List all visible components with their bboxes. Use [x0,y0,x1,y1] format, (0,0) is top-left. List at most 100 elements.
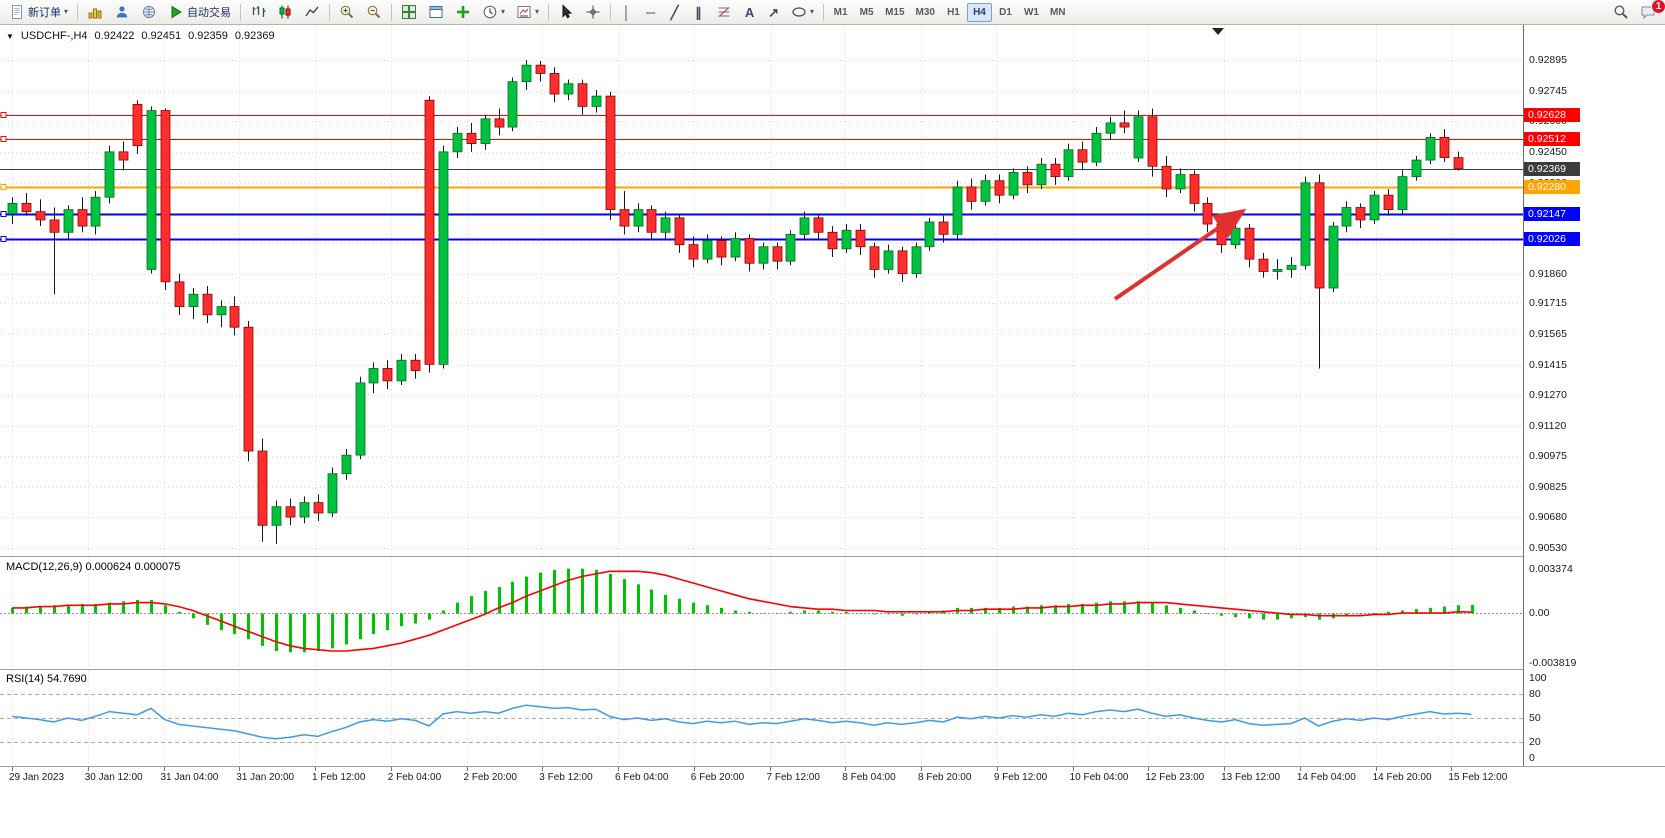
new-order-label: 新订单 [28,7,61,19]
horizontal-line-icon: ─ [645,4,656,20]
timeframe-button-H4[interactable]: H4 [966,2,992,22]
time-axis-tick [997,767,998,771]
time-axis-label: 9 Feb 12:00 [993,772,1048,783]
ohlc-open: 0.92422 [94,30,135,42]
one-click-trading-collapse-icon[interactable]: ▼ [6,31,14,41]
price-tick-label: 0.90680 [1529,511,1567,524]
arrows-button[interactable]: ↗ [762,2,785,23]
time-axis-tick [1376,767,1377,771]
time-axis-label: 2 Feb 20:00 [463,772,517,783]
indicators-button[interactable] [450,2,476,23]
chart-shift-marker[interactable] [1212,28,1224,35]
panel-separator-macd[interactable] [0,556,1665,557]
time-axis-label: 30 Jan 12:00 [84,772,143,783]
crosshair-button[interactable] [580,2,606,23]
zoom-in-button[interactable] [334,2,360,23]
macd-panel[interactable] [0,557,1523,669]
text-button[interactable]: A [738,2,761,23]
price-axis[interactable]: 0.928950.927450.926000.924500.923000.921… [1523,25,1665,766]
time-axis-tick [467,767,468,771]
price-tick-label: 0.91120 [1529,420,1567,433]
cursor-button[interactable] [553,2,579,23]
macd-main-value: 0.000624 [85,561,132,573]
arrows-icon: ↗ [768,4,779,20]
new-order-icon [9,4,25,20]
toolbar-separator [391,3,393,21]
time-axis-label: 13 Feb 12:00 [1221,772,1281,783]
time-axis-label: 14 Feb 04:00 [1296,772,1356,783]
resistance-line-1-handle[interactable] [0,112,7,118]
macd-signal-value: 0.000075 [134,561,181,573]
timeframe-button-M30[interactable]: M30 [911,3,940,22]
channel-button[interactable]: ∥ [687,2,710,23]
line-chart-icon [304,4,320,20]
price-tick-label: 0.90825 [1529,481,1567,494]
timeframe-button-MN[interactable]: MN [1045,3,1071,22]
time-axis-label: 29 Jan 2023 [9,772,65,783]
fibonacci-button[interactable] [711,2,737,23]
macd-signal-line [12,570,1472,652]
zoom-in-icon [339,4,355,20]
grid-layer [0,25,1523,556]
bar-chart-button[interactable] [245,2,271,23]
ohlc-low: 0.92359 [188,30,228,42]
rsi-panel[interactable] [0,670,1523,766]
bar-chart-icon [250,4,266,20]
chart-window: ▼ USDCHF-,H4 0.92422 0.92451 0.92359 0.9… [0,25,1665,838]
periods-button[interactable]: ▾ [477,2,510,23]
zoom-out-button[interactable] [361,2,387,23]
time-axis-label: 31 Jan 04:00 [160,772,219,783]
horizontal-lines-layer [0,112,1523,242]
trend-arrow[interactable] [1113,208,1247,301]
macd-axis-label: 0.00 [1529,607,1550,620]
horizontal-line-button[interactable]: ─ [639,2,662,23]
toolbar-separator [610,3,612,21]
toolbar-separator [823,3,825,21]
new-order-button[interactable]: 新订单 ▾ [4,2,73,23]
templates-button[interactable]: ▾ [511,2,544,23]
toolbar-separator [548,3,550,21]
rsi-value: 54.7690 [46,673,87,685]
profiles-button[interactable] [109,2,135,23]
candlestick-chart[interactable] [0,25,1523,556]
shapes-button[interactable]: ▾ [786,2,819,23]
panel-separator-rsi[interactable] [0,669,1665,670]
support-line-2-handle[interactable] [0,236,7,242]
support-line-1-handle[interactable] [0,211,7,217]
timeframe-button-D1[interactable]: D1 [993,3,1018,22]
time-axis-label: 2 Feb 04:00 [387,772,442,783]
timeframe-button-H1[interactable]: H1 [941,3,966,22]
rsi-line [11,704,1472,740]
time-axis-label: 10 Feb 04:00 [1069,772,1129,783]
vertical-line-button[interactable]: │ [615,2,638,23]
notification-button[interactable]: 1 [1635,0,1665,23]
toolbar-separator [329,3,331,21]
auto-trading-button[interactable]: 自动交易 [163,2,236,23]
timeframe-button-W1[interactable]: W1 [1019,3,1044,22]
price-tag-0.92280: 0.92280 [1524,179,1580,194]
tile-windows-button[interactable] [396,2,422,23]
candlestick-button[interactable] [272,2,298,23]
time-axis[interactable]: 29 Jan 2023 30 Jan 12:00 31 Jan 04:00 31 Ja… [0,767,1665,791]
new-window-button[interactable] [423,2,449,23]
timeframe-button-M1[interactable]: M1 [828,3,853,22]
pivot-line-orange-handle[interactable] [0,184,7,190]
new-chart-button[interactable] [82,2,108,23]
market-watch-button[interactable] [136,2,162,23]
auto-trading-label: 自动交易 [187,7,232,19]
price-tick-label: 0.92895 [1529,54,1567,66]
market-watch-icon [141,4,157,20]
timeframe-button-M5[interactable]: M5 [854,3,879,22]
resistance-line-2-handle[interactable] [0,136,7,142]
macd-axis-label: 0.003374 [1529,563,1573,575]
time-axis-tick [1073,767,1074,771]
time-axis-label: 31 Jan 20:00 [236,772,295,783]
timeframe-button-M15[interactable]: M15 [880,3,909,22]
time-axis-label: 14 Feb 20:00 [1372,772,1432,783]
crosshair-icon [585,4,601,20]
line-chart-button[interactable] [299,2,325,23]
search-button[interactable] [1608,2,1634,23]
rsi-axis-label: 50 [1529,712,1541,724]
cursor-icon [558,4,574,20]
trendline-button[interactable]: ╱ [663,2,686,23]
